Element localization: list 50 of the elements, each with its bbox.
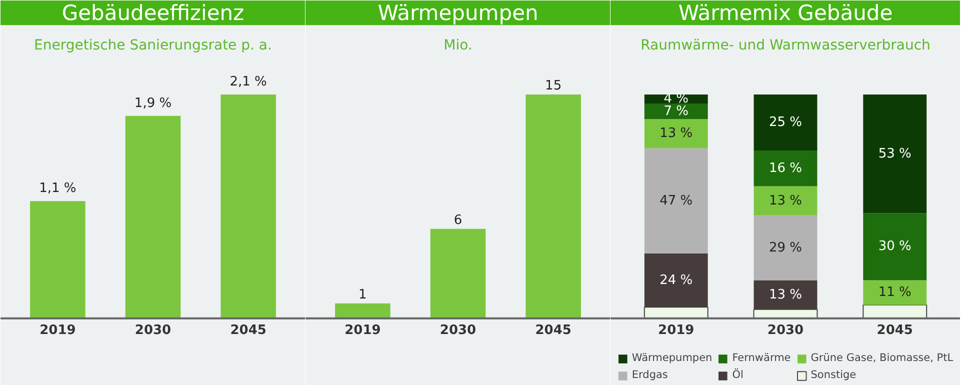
chart-title: Gebäudeeffizienz xyxy=(62,0,244,25)
data-label: 1,9 % xyxy=(134,96,172,111)
data-label: 53 % xyxy=(878,146,912,162)
data-label: 24 % xyxy=(660,272,693,288)
data-label: 30 % xyxy=(878,239,912,254)
x-tick-label: 2045 xyxy=(876,322,913,338)
data-label: 13 % xyxy=(660,126,693,142)
x-tick-label: 2045 xyxy=(535,322,572,338)
data-label: 13 % xyxy=(768,193,802,208)
x-tick-label: 2045 xyxy=(230,322,266,338)
x-tick-label: 2030 xyxy=(440,322,476,338)
data-label: 1,1 % xyxy=(39,181,76,196)
bar xyxy=(863,280,927,305)
bar xyxy=(644,148,708,254)
legend-label: Wärmepumpen xyxy=(632,352,712,364)
legend-label: Fernwärme xyxy=(732,352,791,364)
data-label: 4 % xyxy=(664,91,689,106)
legend-label: Erdgas xyxy=(632,369,668,381)
data-label: 29 % xyxy=(768,240,802,256)
data-label: 13 % xyxy=(768,287,802,302)
data-label: 16 % xyxy=(768,160,802,176)
bar xyxy=(644,119,708,148)
chart-subtitle: Mio. xyxy=(444,37,472,54)
bar xyxy=(863,213,927,280)
x-tick-label: 2030 xyxy=(134,322,172,338)
bar xyxy=(754,150,818,186)
data-label: 15 xyxy=(545,78,562,94)
legend-label: Öl xyxy=(732,369,744,381)
chart-subtitle: Raumwärme- und Warmwasserverbrauch xyxy=(640,37,930,54)
data-label: 6 xyxy=(454,212,462,228)
data-label: 1 xyxy=(358,287,367,302)
bar xyxy=(863,94,927,214)
data-label: 2,1 % xyxy=(230,74,267,90)
legend-label: Sonstige xyxy=(810,369,856,381)
chart-title: Wärmemix Gebäude xyxy=(678,0,893,25)
data-label: 25 % xyxy=(768,114,802,130)
x-tick-label: 2030 xyxy=(767,322,804,338)
chart-title: Wärmepumpen xyxy=(378,0,538,25)
x-tick-label: 2019 xyxy=(344,322,381,338)
data-label: 7 % xyxy=(664,104,689,119)
bar xyxy=(644,103,708,120)
data-label: 47 % xyxy=(660,193,693,208)
bar xyxy=(754,94,818,150)
legend-label: Grüne Gase, Biomasse, PtL xyxy=(810,352,954,364)
bar xyxy=(754,186,818,216)
x-tick-label: 2019 xyxy=(658,322,694,338)
x-tick-label: 2019 xyxy=(40,322,76,338)
bar xyxy=(754,215,818,280)
chart-subtitle: Energetische Sanierungsrate p. a. xyxy=(34,37,272,54)
data-label: 11 % xyxy=(878,285,912,300)
